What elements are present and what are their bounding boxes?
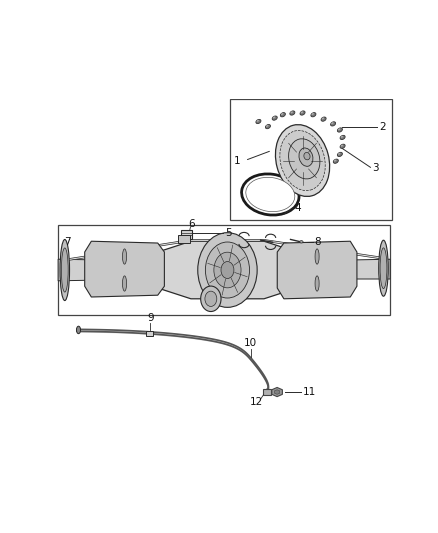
Ellipse shape: [341, 144, 343, 147]
Ellipse shape: [338, 128, 340, 130]
Ellipse shape: [290, 111, 293, 114]
Text: 8: 8: [314, 237, 321, 247]
Ellipse shape: [299, 148, 313, 166]
Ellipse shape: [311, 113, 314, 115]
Ellipse shape: [280, 131, 325, 191]
Text: 9: 9: [148, 313, 154, 322]
Ellipse shape: [337, 152, 343, 157]
FancyBboxPatch shape: [263, 389, 271, 395]
Ellipse shape: [290, 111, 295, 115]
FancyBboxPatch shape: [146, 331, 152, 336]
Polygon shape: [58, 259, 158, 281]
FancyBboxPatch shape: [181, 230, 192, 239]
Ellipse shape: [123, 249, 127, 264]
Ellipse shape: [198, 233, 257, 308]
Ellipse shape: [61, 248, 68, 292]
Ellipse shape: [266, 125, 268, 127]
Text: 1: 1: [234, 156, 241, 166]
Bar: [58, 225, 390, 315]
Polygon shape: [85, 241, 164, 297]
Ellipse shape: [246, 177, 295, 212]
Ellipse shape: [242, 174, 299, 215]
Ellipse shape: [265, 125, 270, 128]
Ellipse shape: [281, 113, 283, 115]
Ellipse shape: [273, 116, 276, 118]
Ellipse shape: [123, 276, 127, 291]
Text: 12: 12: [250, 397, 263, 407]
Ellipse shape: [334, 159, 336, 161]
Text: 6: 6: [188, 219, 195, 229]
Ellipse shape: [331, 122, 336, 126]
Ellipse shape: [280, 112, 286, 117]
Polygon shape: [297, 259, 390, 279]
Bar: [230, 100, 392, 220]
Ellipse shape: [300, 111, 305, 115]
Ellipse shape: [256, 119, 261, 124]
Polygon shape: [277, 241, 357, 299]
Text: 3: 3: [372, 163, 379, 173]
Ellipse shape: [338, 153, 340, 155]
Polygon shape: [158, 241, 297, 299]
Text: 2: 2: [379, 122, 385, 132]
Ellipse shape: [321, 117, 324, 119]
Ellipse shape: [321, 117, 326, 121]
Text: 5: 5: [226, 228, 232, 238]
Polygon shape: [65, 239, 384, 261]
Text: 10: 10: [244, 338, 258, 348]
Ellipse shape: [304, 152, 310, 160]
Ellipse shape: [272, 116, 277, 120]
Ellipse shape: [380, 248, 387, 288]
Ellipse shape: [337, 128, 343, 132]
Ellipse shape: [379, 240, 388, 296]
Ellipse shape: [60, 239, 70, 301]
Ellipse shape: [333, 159, 338, 163]
Text: 11: 11: [303, 387, 316, 397]
Ellipse shape: [315, 249, 319, 264]
Ellipse shape: [221, 262, 234, 279]
Ellipse shape: [300, 240, 303, 243]
Ellipse shape: [340, 144, 345, 148]
Ellipse shape: [205, 291, 217, 306]
Ellipse shape: [300, 111, 303, 114]
Ellipse shape: [77, 326, 81, 334]
Ellipse shape: [214, 252, 241, 288]
Ellipse shape: [315, 276, 319, 291]
Ellipse shape: [341, 136, 343, 138]
Polygon shape: [272, 387, 283, 397]
Text: 4: 4: [295, 203, 301, 213]
FancyBboxPatch shape: [178, 236, 191, 243]
Ellipse shape: [205, 242, 250, 298]
Ellipse shape: [340, 135, 345, 140]
Ellipse shape: [311, 112, 316, 117]
Ellipse shape: [331, 122, 334, 124]
Ellipse shape: [257, 120, 259, 122]
Ellipse shape: [276, 125, 330, 197]
Ellipse shape: [201, 286, 221, 311]
Ellipse shape: [289, 139, 320, 179]
Polygon shape: [275, 390, 280, 394]
Text: 7: 7: [64, 237, 71, 247]
